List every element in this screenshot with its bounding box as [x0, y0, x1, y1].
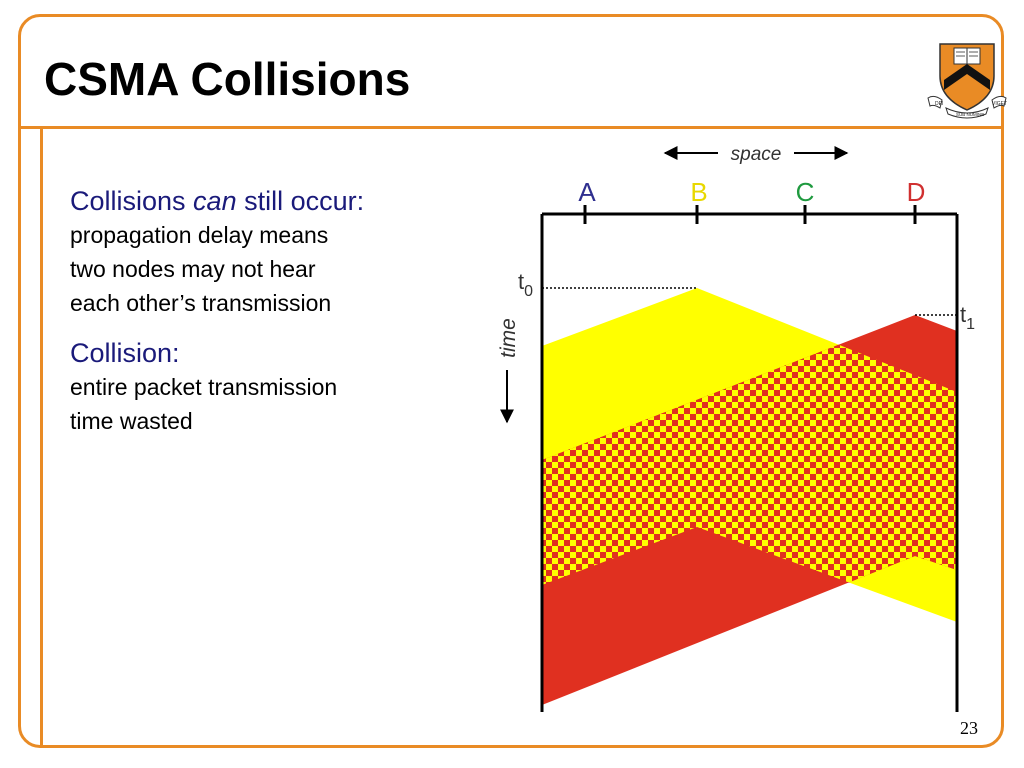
- slide-title: CSMA Collisions: [44, 53, 411, 105]
- princeton-shield-icon: DEI SUB NUMINE VIGET: [927, 43, 1007, 119]
- body-line: two nodes may not hear: [70, 256, 316, 282]
- t1-main: t: [960, 302, 966, 327]
- node-label-b: B: [690, 177, 707, 207]
- node-label-c: C: [796, 177, 815, 207]
- body-line: entire packet transmission: [70, 374, 338, 400]
- t1-sub: 1: [966, 316, 975, 333]
- body-line: time wasted: [70, 408, 193, 434]
- body-line: propagation delay means: [70, 222, 329, 248]
- collisions-heading-pre: Collisions: [70, 186, 194, 216]
- collisions-heading-post: still occur:: [236, 186, 365, 216]
- time-label: time: [497, 318, 520, 358]
- collision-heading: Collision:: [70, 338, 180, 368]
- space-time-diagram: A B C D space time t0 t1: [497, 144, 975, 712]
- t1-label: t1: [960, 302, 975, 333]
- t0-sub: 0: [524, 283, 533, 300]
- body-line: each other’s transmission: [70, 290, 332, 316]
- side-divider: [40, 128, 43, 748]
- t0-label: t0: [518, 269, 533, 300]
- collisions-heading-emphasis: can: [193, 186, 237, 216]
- title-divider: [18, 126, 1004, 129]
- motto-left: DEI: [935, 101, 943, 107]
- node-label-a: A: [578, 177, 596, 207]
- motto-right: VIGET: [992, 101, 1007, 107]
- node-label-d: D: [907, 177, 926, 207]
- t0-main: t: [518, 269, 524, 294]
- motto-center: SUB NUMINE: [956, 112, 984, 117]
- slide-body: Collisions can still occur: propagation …: [70, 184, 470, 438]
- collisions-heading: Collisions can still occur:: [70, 184, 470, 218]
- slide-frame: [18, 14, 1004, 748]
- space-label: space: [731, 144, 782, 165]
- page-number: 23: [960, 718, 978, 738]
